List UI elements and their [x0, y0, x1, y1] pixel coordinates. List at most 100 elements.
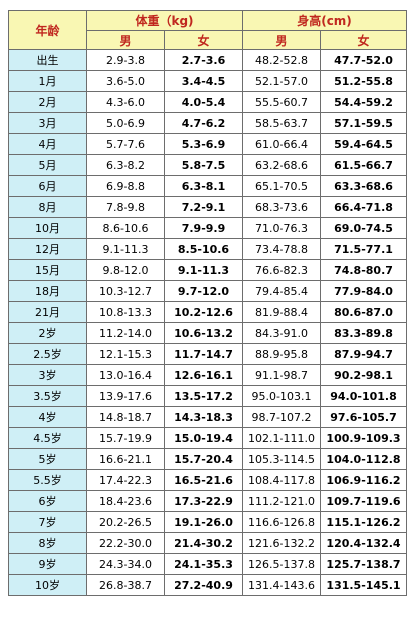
weight-female-cell: 11.7-14.7 — [164, 343, 243, 365]
weight-female-cell: 14.3-18.3 — [164, 406, 243, 428]
weight-female-cell: 4.0-5.4 — [164, 91, 243, 113]
weight-male-cell: 5.0-6.9 — [86, 112, 165, 134]
height-male-cell: 48.2-52.8 — [242, 49, 321, 71]
table-row: 3岁 13.0-16.4 12.6-16.1 91.1-98.7 90.2-98.1 — [8, 364, 407, 386]
age-cell: 6月 — [8, 175, 87, 197]
weight-male-cell: 11.2-14.0 — [86, 322, 165, 344]
age-cell: 出生 — [8, 49, 87, 71]
age-cell: 2.5岁 — [8, 343, 87, 365]
height-female-cell: 54.4-59.2 — [320, 91, 407, 113]
weight-male-cell: 2.9-3.8 — [86, 49, 165, 71]
weight-male-cell: 17.4-22.3 — [86, 469, 165, 491]
height-male-cell: 55.5-60.7 — [242, 91, 321, 113]
weight-male-cell: 13.0-16.4 — [86, 364, 165, 386]
weight-male-cell: 8.6-10.6 — [86, 217, 165, 239]
age-cell: 7岁 — [8, 511, 87, 533]
age-cell: 10岁 — [8, 574, 87, 596]
table-header: 年龄 体重（kg) 身高(cm) 男 女 男 女 — [8, 10, 407, 50]
height-male-cell: 68.3-73.6 — [242, 196, 321, 218]
height-male-cell: 73.4-78.8 — [242, 238, 321, 260]
table-row: 4.5岁 15.7-19.9 15.0-19.4 102.1-111.0 100.9-1… — [8, 427, 407, 449]
height-female-cell: 97.6-105.7 — [320, 406, 407, 428]
table-row: 10岁 26.8-38.7 27.2-40.9 131.4-143.6 131.5-14… — [8, 574, 407, 596]
height-female-header: 女 — [320, 30, 407, 50]
growth-table-container: 年龄 体重（kg) 身高(cm) 男 女 男 女 出生 2.9-3.8 2.7-3.… — [8, 10, 407, 596]
weight-male-cell: 5.7-7.6 — [86, 133, 165, 155]
weight-male-cell: 3.6-5.0 — [86, 70, 165, 92]
height-male-cell: 91.1-98.7 — [242, 364, 321, 386]
age-cell: 12月 — [8, 238, 87, 260]
height-male-cell: 111.2-121.0 — [242, 490, 321, 512]
table-row: 3.5岁 13.9-17.6 13.5-17.2 95.0-103.1 94.0-101… — [8, 385, 407, 407]
age-cell: 4月 — [8, 133, 87, 155]
weight-male-cell: 9.1-11.3 — [86, 238, 165, 260]
weight-group-header: 体重（kg) — [86, 10, 243, 31]
weight-female-cell: 8.5-10.6 — [164, 238, 243, 260]
weight-male-cell: 14.8-18.7 — [86, 406, 165, 428]
weight-female-cell: 12.6-16.1 — [164, 364, 243, 386]
weight-male-cell: 6.3-8.2 — [86, 154, 165, 176]
age-cell: 3.5岁 — [8, 385, 87, 407]
age-cell: 6岁 — [8, 490, 87, 512]
weight-male-cell: 6.9-8.8 — [86, 175, 165, 197]
weight-female-cell: 3.4-4.5 — [164, 70, 243, 92]
weight-female-cell: 5.8-7.5 — [164, 154, 243, 176]
height-female-cell: 125.7-138.7 — [320, 553, 407, 575]
table-row: 10月 8.6-10.6 7.9-9.9 71.0-76.3 69.0-74.5 — [8, 217, 407, 239]
height-male-cell: 81.9-88.4 — [242, 301, 321, 323]
table-row: 6岁 18.4-23.6 17.3-22.9 111.2-121.0 109.7-119… — [8, 490, 407, 512]
table-row: 5月 6.3-8.2 5.8-7.5 63.2-68.6 61.5-66.7 — [8, 154, 407, 176]
weight-male-header: 男 — [86, 30, 165, 50]
height-female-cell: 77.9-84.0 — [320, 280, 407, 302]
weight-female-cell: 10.6-13.2 — [164, 322, 243, 344]
weight-female-cell: 2.7-3.6 — [164, 49, 243, 71]
weight-female-cell: 9.7-12.0 — [164, 280, 243, 302]
weight-female-cell: 21.4-30.2 — [164, 532, 243, 554]
height-male-cell: 58.5-63.7 — [242, 112, 321, 134]
height-male-cell: 71.0-76.3 — [242, 217, 321, 239]
weight-male-cell: 16.6-21.1 — [86, 448, 165, 470]
height-female-cell: 66.4-71.8 — [320, 196, 407, 218]
table-row: 2岁 11.2-14.0 10.6-13.2 84.3-91.0 83.3-89.8 — [8, 322, 407, 344]
weight-female-cell: 5.3-6.9 — [164, 133, 243, 155]
age-column-header: 年龄 — [8, 10, 87, 50]
weight-male-cell: 15.7-19.9 — [86, 427, 165, 449]
height-male-header: 男 — [242, 30, 321, 50]
table-row: 7岁 20.2-26.5 19.1-26.0 116.6-126.8 115.1-126… — [8, 511, 407, 533]
height-female-cell: 61.5-66.7 — [320, 154, 407, 176]
weight-female-cell: 24.1-35.3 — [164, 553, 243, 575]
table-row: 4岁 14.8-18.7 14.3-18.3 98.7-107.2 97.6-105.7 — [8, 406, 407, 428]
height-female-cell: 80.6-87.0 — [320, 301, 407, 323]
height-male-cell: 65.1-70.5 — [242, 175, 321, 197]
height-male-cell: 76.6-82.3 — [242, 259, 321, 281]
weight-female-cell: 6.3-8.1 — [164, 175, 243, 197]
weight-male-cell: 22.2-30.0 — [86, 532, 165, 554]
height-female-cell: 51.2-55.8 — [320, 70, 407, 92]
table-row: 15月 9.8-12.0 9.1-11.3 76.6-82.3 74.8-80.7 — [8, 259, 407, 281]
height-male-cell: 108.4-117.8 — [242, 469, 321, 491]
table-row: 18月 10.3-12.7 9.7-12.0 79.4-85.4 77.9-84.0 — [8, 280, 407, 302]
table-body: 出生 2.9-3.8 2.7-3.6 48.2-52.8 47.7-52.0 1月 3.6-… — [8, 49, 407, 596]
age-cell: 8月 — [8, 196, 87, 218]
weight-male-cell: 24.3-34.0 — [86, 553, 165, 575]
table-row: 5.5岁 17.4-22.3 16.5-21.6 108.4-117.8 106.9-1… — [8, 469, 407, 491]
age-cell: 10月 — [8, 217, 87, 239]
weight-male-cell: 9.8-12.0 — [86, 259, 165, 281]
height-male-cell: 63.2-68.6 — [242, 154, 321, 176]
table-row: 出生 2.9-3.8 2.7-3.6 48.2-52.8 47.7-52.0 — [8, 49, 407, 71]
height-male-cell: 116.6-126.8 — [242, 511, 321, 533]
age-cell: 9岁 — [8, 553, 87, 575]
table-row: 4月 5.7-7.6 5.3-6.9 61.0-66.4 59.4-64.5 — [8, 133, 407, 155]
weight-female-cell: 16.5-21.6 — [164, 469, 243, 491]
table-row: 5岁 16.6-21.1 15.7-20.4 105.3-114.5 104.0-112… — [8, 448, 407, 470]
height-female-cell: 109.7-119.6 — [320, 490, 407, 512]
height-female-cell: 57.1-59.5 — [320, 112, 407, 134]
height-female-cell: 131.5-145.1 — [320, 574, 407, 596]
weight-male-cell: 4.3-6.0 — [86, 91, 165, 113]
age-cell: 4.5岁 — [8, 427, 87, 449]
height-male-cell: 52.1-57.0 — [242, 70, 321, 92]
weight-female-cell: 4.7-6.2 — [164, 112, 243, 134]
age-cell: 1月 — [8, 70, 87, 92]
height-female-cell: 83.3-89.8 — [320, 322, 407, 344]
age-cell: 21月 — [8, 301, 87, 323]
